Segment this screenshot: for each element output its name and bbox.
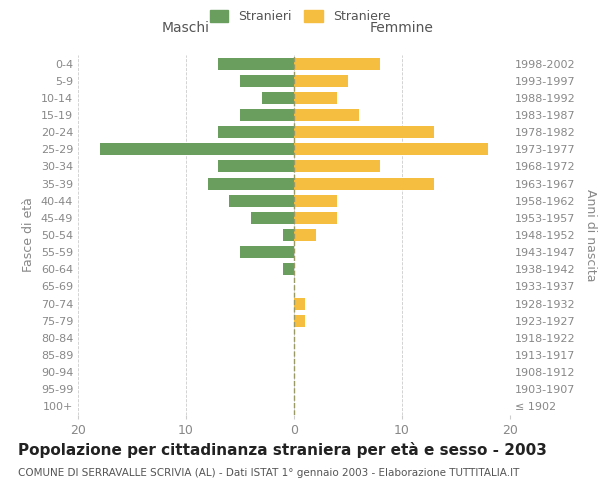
Bar bbox=[294, 160, 380, 172]
Bar bbox=[251, 212, 294, 224]
Bar bbox=[294, 126, 434, 138]
Bar bbox=[283, 264, 294, 276]
Bar bbox=[240, 74, 294, 86]
Bar bbox=[100, 144, 294, 156]
Bar bbox=[294, 314, 305, 326]
Legend: Stranieri, Straniere: Stranieri, Straniere bbox=[206, 6, 394, 27]
Bar bbox=[218, 126, 294, 138]
Bar bbox=[294, 109, 359, 121]
Bar bbox=[262, 92, 294, 104]
Bar bbox=[294, 144, 488, 156]
Bar bbox=[229, 194, 294, 206]
Y-axis label: Fasce di età: Fasce di età bbox=[22, 198, 35, 272]
Text: COMUNE DI SERRAVALLE SCRIVIA (AL) - Dati ISTAT 1° gennaio 2003 - Elaborazione TU: COMUNE DI SERRAVALLE SCRIVIA (AL) - Dati… bbox=[18, 468, 520, 477]
Text: Maschi: Maschi bbox=[162, 21, 210, 35]
Bar bbox=[294, 74, 348, 86]
Bar bbox=[294, 58, 380, 70]
Bar bbox=[283, 229, 294, 241]
Text: Popolazione per cittadinanza straniera per età e sesso - 2003: Popolazione per cittadinanza straniera p… bbox=[18, 442, 547, 458]
Bar bbox=[240, 109, 294, 121]
Bar bbox=[294, 178, 434, 190]
Bar bbox=[294, 92, 337, 104]
Bar bbox=[294, 298, 305, 310]
Bar bbox=[294, 194, 337, 206]
Bar bbox=[218, 58, 294, 70]
Bar bbox=[218, 160, 294, 172]
Bar bbox=[294, 212, 337, 224]
Y-axis label: Anni di nascita: Anni di nascita bbox=[584, 188, 597, 281]
Text: Femmine: Femmine bbox=[370, 21, 434, 35]
Bar bbox=[208, 178, 294, 190]
Bar bbox=[294, 229, 316, 241]
Bar bbox=[240, 246, 294, 258]
